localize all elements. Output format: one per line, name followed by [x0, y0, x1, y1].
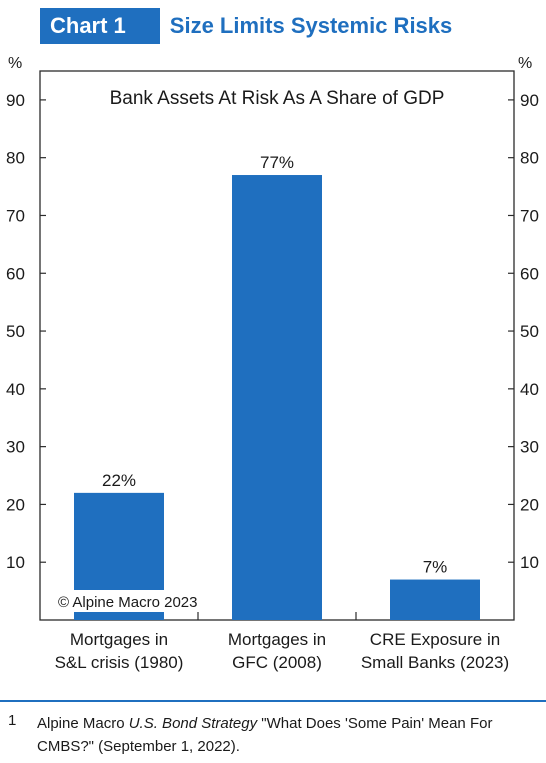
y-tick-label-left: 80: [6, 149, 25, 168]
y-tick-label-right: 80: [520, 149, 539, 168]
chart-number-badge: Chart 1: [40, 8, 160, 44]
bar-data-label: 77%: [260, 153, 294, 172]
y-tick-label-left: 10: [6, 553, 25, 572]
copyright-backing: [54, 590, 216, 612]
footnote-suffix: "What Does 'Some Pain' Mean For CMBS?" (…: [37, 715, 493, 755]
bar-chart: % % 10 10 20 20 30 30 40 40 50 50 60 60 70 70 80 80 90 90 Ba…: [6, 55, 539, 672]
y-tick-label-left: 50: [6, 322, 25, 341]
category-label-line2: GFC (2008): [232, 653, 322, 672]
y-tick-label-left: 70: [6, 206, 25, 225]
footnote-number: 1: [8, 712, 17, 729]
y-tick-label-right: 30: [520, 438, 539, 457]
y-tick-label-left: 40: [6, 380, 25, 399]
chart-header: Chart 1 Size Limits Systemic Risks: [40, 8, 452, 44]
y-tick-label-left: 90: [6, 91, 25, 110]
category-label-line2: S&L crisis (1980): [55, 653, 184, 672]
y-tick-label-right: 60: [520, 264, 539, 283]
footnote-italic: U.S. Bond Strategy: [128, 715, 258, 732]
category-label-line1: Mortgages in: [228, 630, 326, 649]
chart-heading: Size Limits Systemic Risks: [169, 13, 453, 38]
bar-data-label: 22%: [102, 471, 136, 490]
y-tick-label-right: 50: [520, 322, 539, 341]
y-tick-label-right: 10: [520, 553, 539, 572]
plot-title: Bank Assets At Risk As A Share of GDP: [110, 88, 445, 109]
category-label-line1: CRE Exposure in: [370, 630, 500, 649]
y-tick-label-left: 30: [6, 438, 25, 457]
copyright-text: © Alpine Macro 2023: [58, 594, 197, 611]
y-tick-label-right: 90: [520, 91, 539, 110]
y-tick-label-right: 70: [520, 206, 539, 225]
y-tick-label-left: 20: [6, 495, 25, 514]
footnote-text: Alpine Macro U.S. Bond Strategy "What Do…: [37, 712, 537, 758]
y-tick-label-right: 20: [520, 495, 539, 514]
category-label-line1: Mortgages in: [70, 630, 168, 649]
y-axis-unit-right: %: [518, 55, 532, 72]
y-tick-label-right: 40: [520, 380, 539, 399]
y-tick-label-left: 60: [6, 264, 25, 283]
bar: [232, 175, 322, 620]
y-axis-unit-left: %: [8, 55, 22, 72]
footnote-prefix: Alpine Macro: [37, 715, 129, 732]
bar: [390, 579, 480, 620]
category-label-line2: Small Banks (2023): [361, 653, 509, 672]
footnote: 1 Alpine Macro U.S. Bond Strategy "What …: [0, 700, 546, 755]
bar-data-label: 7%: [423, 558, 448, 577]
